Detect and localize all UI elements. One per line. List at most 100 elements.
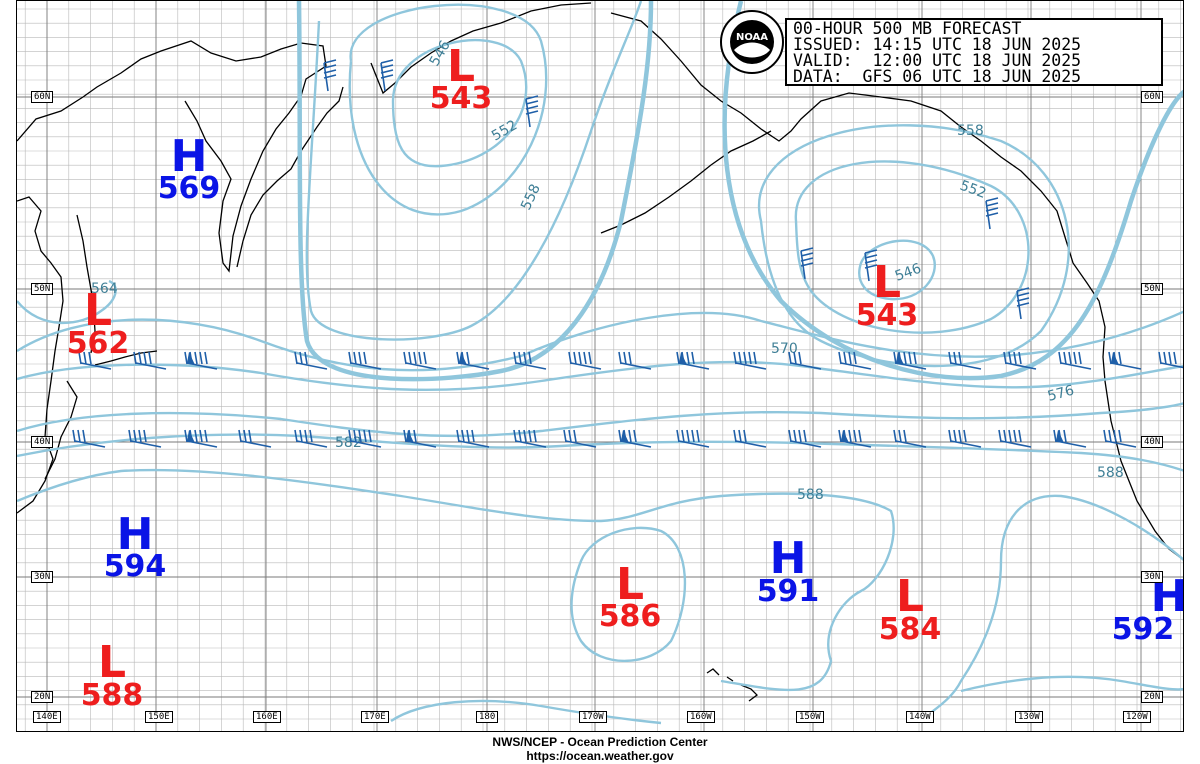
wind-barb <box>348 429 382 448</box>
wind-barb <box>864 249 878 282</box>
coastline-asia-mainland <box>17 196 64 514</box>
wind-barb <box>294 351 328 370</box>
wind-barb <box>348 351 382 370</box>
contour-label: 552 <box>958 178 989 202</box>
wind-barb <box>788 351 822 370</box>
forecast-info-box: 00-HOUR 500 MB FORECAST ISSUED: 14:15 UTC… <box>785 18 1163 86</box>
wind-barb <box>948 351 982 370</box>
coastline-alaska-west <box>370 2 592 95</box>
wind-barb <box>72 429 106 448</box>
contour-588-east <box>920 494 1183 722</box>
center-letter: L <box>84 285 112 336</box>
footer-org: NWS/NCEP - Ocean Prediction Center <box>492 735 708 749</box>
wind-barb <box>1158 351 1183 369</box>
low-center: L 543 <box>856 257 919 333</box>
wind-barb <box>184 429 218 448</box>
contour-546-gulf <box>858 239 936 301</box>
center-value: 543 <box>856 298 919 333</box>
coastline-japan <box>44 380 78 480</box>
coastline-aleutians <box>600 130 772 234</box>
wind-barbs <box>72 59 1183 448</box>
logo-text: NOAA <box>736 32 768 43</box>
footer-url[interactable]: https://ocean.weather.gov <box>526 749 674 763</box>
coastline-sakhalin <box>76 214 96 354</box>
wind-barb <box>998 429 1032 448</box>
coastline-hawaii <box>706 668 758 702</box>
high-center: H 594 <box>104 509 167 584</box>
lon-label-180: 180 <box>476 711 499 723</box>
wind-barb <box>893 351 927 370</box>
contour-labels: 546 552 558 564 570 576 582 588 546 552 … <box>91 38 1124 503</box>
wind-barb <box>618 429 652 448</box>
contour-label: 576 <box>1046 382 1076 404</box>
wind-barb <box>676 351 710 370</box>
lon-label-150w: 150W <box>796 711 824 723</box>
contour-label: 588 <box>797 487 824 503</box>
lon-label-150e: 150E <box>145 711 173 723</box>
contour-552-gulf <box>794 160 1030 334</box>
wind-barb <box>838 429 872 448</box>
contour-558-bering <box>305 1 643 341</box>
lat-lon-grid <box>17 1 1183 731</box>
contour-588-south <box>17 468 895 692</box>
center-letter: L <box>616 559 644 610</box>
coastline-asia-east <box>17 40 327 273</box>
wind-barb <box>238 429 272 448</box>
lon-label-160w: 160W <box>687 711 715 723</box>
center-value: 588 <box>81 678 144 713</box>
wind-barb <box>1053 429 1087 448</box>
lat-label-60n-right: 60N <box>1141 91 1164 103</box>
contour-label: 558 <box>957 123 984 139</box>
center-letter: H <box>770 533 807 584</box>
center-value: 591 <box>757 574 820 609</box>
wind-barb <box>133 351 167 370</box>
wind-barb <box>1108 351 1142 370</box>
contour-588-south-edge <box>390 699 662 725</box>
low-center: L 586 <box>599 559 662 634</box>
low-center: L 588 <box>81 637 144 713</box>
map-frame: 546 552 558 564 570 576 582 588 546 552 … <box>16 0 1184 732</box>
lat-label-50n: 50N <box>31 283 54 295</box>
lon-label-120w: 120W <box>1123 711 1151 723</box>
wind-barb <box>294 429 328 448</box>
footer: NWS/NCEP - Ocean Prediction Center https… <box>0 735 1200 763</box>
wind-barb <box>1016 287 1030 320</box>
contour-564-bering <box>296 1 654 382</box>
center-letter: L <box>896 571 924 622</box>
info-line-data: DATA: GFS 06 UTC 18 JUN 2025 <box>793 67 1082 86</box>
forecast-map: 546 552 558 564 570 576 582 588 546 552 … <box>17 1 1183 731</box>
wind-barb <box>985 197 999 230</box>
contour-588-southeast <box>960 675 1183 693</box>
wind-barb <box>456 351 490 370</box>
wind-barb <box>563 429 597 448</box>
contour-label: 588 <box>1097 465 1124 481</box>
contour-570 <box>17 310 1183 372</box>
coastline-alaska <box>610 12 1183 561</box>
high-center: H 569 <box>158 131 221 206</box>
wind-barb <box>380 59 394 92</box>
contour-546-bering <box>391 39 528 168</box>
wind-barb <box>184 351 218 370</box>
contour-564-gulf <box>722 1 1183 381</box>
wind-barb <box>456 429 490 448</box>
lat-label-60n: 60N <box>31 91 54 103</box>
coastlines <box>17 2 1183 702</box>
center-value: 594 <box>104 549 167 584</box>
high-center: H 592 <box>1112 571 1183 647</box>
lat-label-50n-right: 50N <box>1141 283 1164 295</box>
high-center: H 591 <box>757 533 820 609</box>
contour-564-west <box>17 279 117 325</box>
lon-label-130w: 130W <box>1015 711 1043 723</box>
wind-barb <box>568 351 602 370</box>
info-line-title: 00-HOUR 500 MB FORECAST <box>793 19 1022 38</box>
contour-582 <box>17 402 1183 438</box>
info-line-issued: ISSUED: 14:15 UTC 18 JUN 2025 <box>793 35 1082 54</box>
lat-label-20n: 20N <box>31 691 54 703</box>
wind-barb <box>733 351 767 370</box>
wind-barb <box>513 429 547 448</box>
contour-576 <box>17 360 1183 392</box>
height-contours <box>17 1 1183 725</box>
wind-barb <box>1103 429 1137 448</box>
lat-label-40n: 40N <box>31 436 54 448</box>
center-value: 562 <box>67 326 130 361</box>
